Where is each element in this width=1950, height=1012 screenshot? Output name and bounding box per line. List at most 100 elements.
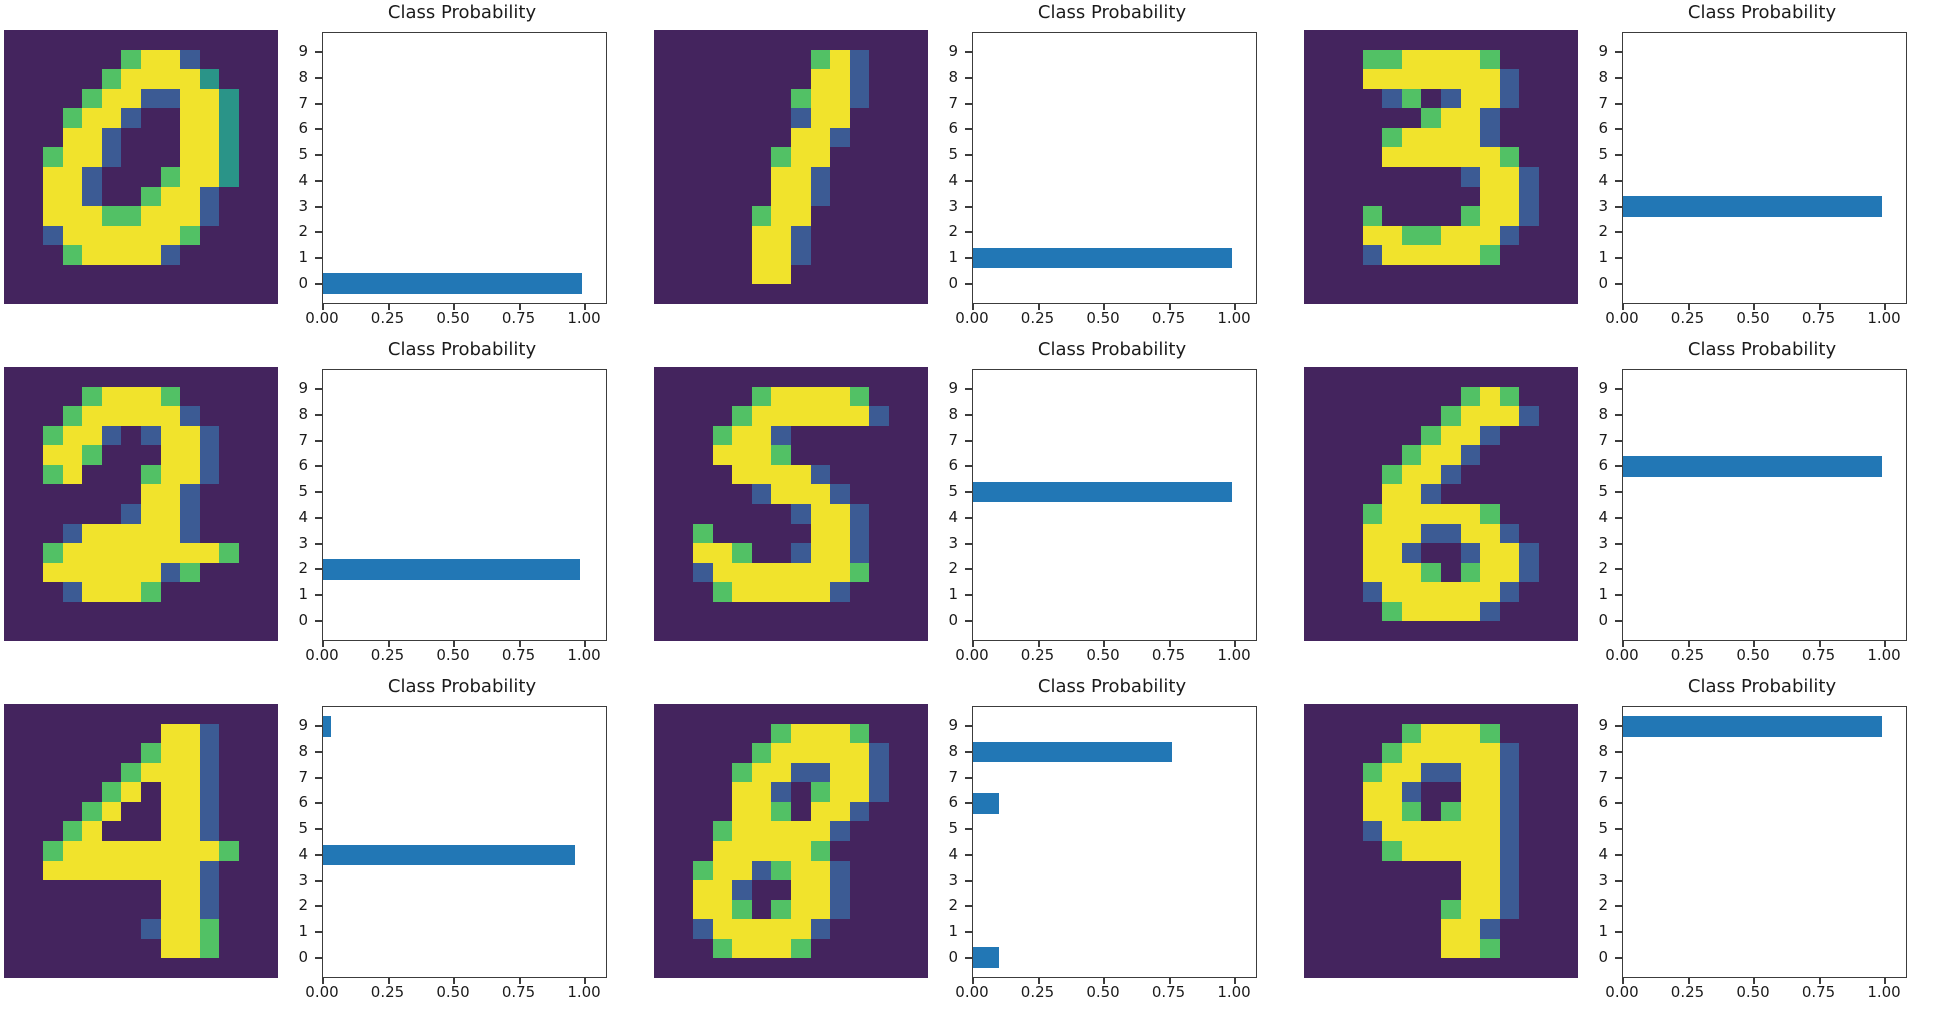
digit-pixel xyxy=(121,245,141,265)
digit-image xyxy=(4,30,278,304)
digit-pixel xyxy=(732,723,752,744)
y-tick-label: 0 xyxy=(298,273,308,292)
digit-pixel xyxy=(790,821,811,841)
digit-pixel xyxy=(140,523,161,544)
digit-pixel xyxy=(693,782,713,802)
digit-pixel xyxy=(199,284,220,304)
digit-pixel xyxy=(101,367,122,387)
x-tick xyxy=(1234,303,1237,310)
digit-pixel xyxy=(869,225,889,246)
digit-pixel xyxy=(849,127,870,148)
digit-pixel xyxy=(140,225,161,246)
digit-pixel xyxy=(1538,723,1559,744)
digit-pixel xyxy=(1343,582,1363,602)
y-tick-label: 1 xyxy=(298,922,308,940)
digit-pixel xyxy=(219,49,239,70)
digit-pixel xyxy=(712,899,733,920)
digit-pixel xyxy=(101,523,122,544)
digit-pixel xyxy=(908,147,928,167)
digit-pixel xyxy=(1538,49,1559,70)
digit-pixel xyxy=(121,880,141,900)
digit-pixel xyxy=(1499,860,1520,881)
digit-pixel xyxy=(1382,601,1402,622)
digit-image xyxy=(4,367,278,641)
digit-pixel xyxy=(1362,425,1383,446)
x-tick xyxy=(1884,303,1887,310)
digit-pixel xyxy=(1440,938,1461,959)
digit-pixel xyxy=(1538,801,1559,822)
digit-pixel xyxy=(160,938,181,959)
digit-pixel xyxy=(199,264,220,285)
digit-pixel xyxy=(1460,782,1481,802)
digit-pixel xyxy=(1499,69,1520,89)
digit-pixel xyxy=(654,958,674,978)
digit-pixel xyxy=(869,801,889,822)
digit-pixel xyxy=(1343,425,1363,446)
digit-pixel xyxy=(712,186,733,207)
x-tick xyxy=(584,303,587,310)
digit-pixel xyxy=(654,840,674,861)
digit-pixel xyxy=(1304,406,1324,426)
digit-pixel xyxy=(1480,30,1500,50)
digit-pixel xyxy=(810,782,831,802)
digit-pixel xyxy=(1440,425,1461,446)
digit-pixel xyxy=(121,264,141,285)
y-tick-label: 3 xyxy=(298,533,308,552)
y-tick-label: 4 xyxy=(1598,170,1608,189)
digit-pixel xyxy=(140,582,161,602)
digit-pixel xyxy=(1538,88,1559,109)
x-axis-labels: 0.00 0.25 0.50 0.75 1.00 xyxy=(305,309,605,329)
digit-pixel xyxy=(1538,938,1559,959)
x-tick xyxy=(322,977,324,984)
digit-pixel xyxy=(732,88,752,109)
digit-pixel xyxy=(790,523,811,544)
digit-pixel xyxy=(82,245,102,265)
y-tick-label: 0 xyxy=(948,273,958,292)
digit-pixel xyxy=(101,860,122,881)
digit-pixel xyxy=(1323,621,1344,641)
y-tick xyxy=(315,828,323,831)
digit-pixel xyxy=(908,880,928,900)
digit-pixel xyxy=(1499,464,1520,485)
digit-pixel xyxy=(1343,562,1363,583)
digit-pixel xyxy=(1480,147,1500,167)
digit-pixel xyxy=(1304,186,1324,207)
digit-pixel xyxy=(712,49,733,70)
y-tick xyxy=(965,931,973,933)
digit-pixel xyxy=(732,445,752,465)
digit-pixel xyxy=(790,69,811,89)
digit-pixel xyxy=(238,386,259,407)
x-tick xyxy=(1234,640,1237,647)
digit-pixel xyxy=(140,782,161,802)
digit-pixel xyxy=(732,264,752,285)
digit-pixel xyxy=(199,821,220,841)
digit-pixel xyxy=(258,523,278,544)
digit-pixel xyxy=(101,840,122,861)
digit-pixel xyxy=(1440,821,1461,841)
digit-pixel xyxy=(654,899,674,920)
digit-pixel xyxy=(1460,880,1481,900)
digit-pixel xyxy=(830,464,850,485)
digit-pixel xyxy=(751,127,772,148)
y-tick-label: 5 xyxy=(948,819,958,838)
digit-pixel xyxy=(830,108,850,128)
digit-pixel xyxy=(1304,503,1324,524)
digit-pixel xyxy=(1343,840,1363,861)
digit-pixel xyxy=(238,938,259,959)
y-tick-label: 8 xyxy=(948,742,958,760)
digit-pixel xyxy=(908,782,928,802)
digit-pixel xyxy=(4,49,24,70)
digit-pixel xyxy=(908,582,928,602)
digit-pixel xyxy=(1460,743,1481,763)
y-tick xyxy=(965,205,973,208)
digit-pixel xyxy=(43,762,63,783)
digit-pixel xyxy=(219,601,239,622)
digit-pixel xyxy=(101,264,122,285)
digit-pixel xyxy=(82,782,102,802)
digit-pixel xyxy=(1558,245,1578,265)
digit-pixel xyxy=(1323,958,1344,978)
digit-pixel xyxy=(1460,919,1481,939)
digit-pixel xyxy=(1382,206,1402,226)
